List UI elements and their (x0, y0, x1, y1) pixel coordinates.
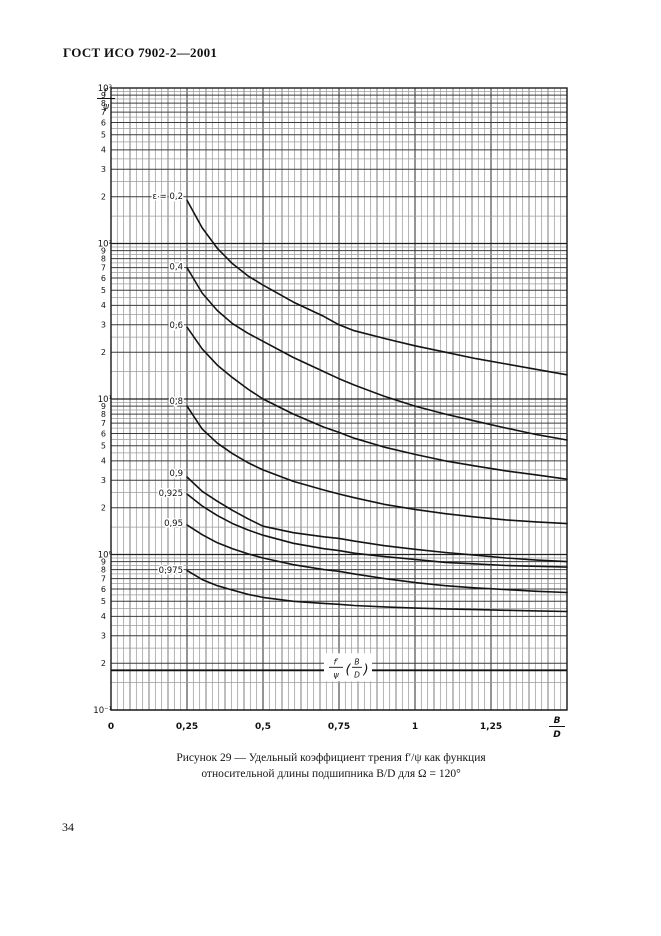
y-minor-label: 4 (101, 612, 106, 621)
reference-line-group: f′ ψ (BD) (111, 653, 567, 682)
x-tick-label: 0,75 (328, 722, 350, 732)
y-minor-label: 8 (101, 565, 106, 574)
curve-label-eps-0.2: ε = 0,2 (152, 192, 183, 202)
y-minor-label: 9 (101, 246, 106, 255)
svg-text:ψ: ψ (333, 670, 339, 679)
y-minor-label: 8 (101, 410, 106, 419)
y-minor-label: 7 (101, 108, 106, 117)
y-minor-label: 8 (101, 99, 106, 108)
svg-text:ψ: ψ (103, 102, 110, 112)
curve-eps-0.975 (186, 569, 568, 613)
y-minor-label: 7 (101, 574, 106, 583)
y-minor-label: 3 (101, 321, 106, 330)
figure-caption-line1: Рисунок 29 — Удельный коэффициент трения… (176, 752, 486, 764)
y-minor-label: 3 (101, 476, 106, 485)
x-tick-label: 1 (412, 722, 418, 732)
svg-text:B: B (554, 716, 561, 726)
y-minor-label: 9 (101, 91, 106, 100)
y-decade-label: 10² (98, 240, 112, 250)
curve-eps-0.95 (186, 524, 568, 594)
curve-label-eps-0.95: 0,95 (164, 519, 183, 529)
curve-eps-0.9 (186, 476, 568, 563)
curve-eps-0.2 (186, 199, 568, 376)
svg-text:f′: f′ (334, 657, 339, 666)
svg-text:f′: f′ (103, 88, 108, 98)
curve-eps-0.8 (186, 405, 568, 525)
curve-eps-0.4 (186, 266, 568, 441)
svg-text:(: ( (345, 662, 351, 677)
x-axis-title: BD (549, 716, 565, 740)
y-minor-label: 2 (101, 659, 106, 668)
y-minor-label: 8 (101, 254, 106, 263)
y-decade-label: 10⁻¹ (93, 706, 112, 716)
curve-label-eps-0.4: 0,4 (169, 263, 183, 273)
y-decade-label: 10³ (98, 84, 112, 94)
y-minor-label: 7 (101, 419, 106, 428)
svg-text:B: B (354, 657, 359, 666)
figure-caption: Рисунок 29 — Удельный коэффициент трения… (100, 750, 562, 782)
plot-border (110, 87, 568, 711)
y-decade-label: 10¹ (98, 395, 112, 405)
x-axis-ticks: 0 0,25 0,5 0,75 1 1,25 (108, 722, 502, 732)
standard-designation: ГОСТ ИСО 7902-2—2001 (63, 45, 218, 60)
page-number: 34 (62, 820, 74, 834)
curve-label-eps-0.925: 0,925 (159, 489, 183, 499)
y-minor-label: 4 (101, 301, 106, 310)
y-minor-label: 7 (101, 263, 106, 272)
svg-text:D: D (354, 670, 360, 679)
curves: ε = 0,2 0,4 0,6 0,8 0,9 0,925 0,95 0,975 (151, 191, 568, 613)
y-minor-label: 6 (101, 585, 106, 594)
curve-eps-0.6 (186, 326, 568, 480)
x-tick-label: 0,25 (176, 722, 198, 732)
curve-label-eps-0.6: 0,6 (169, 321, 183, 331)
y-axis-ticks: 10³10²10¹10⁰10⁻¹987654329876543298765432… (93, 84, 112, 716)
y-minor-label: 3 (101, 165, 106, 174)
y-minor-label: 3 (101, 632, 106, 641)
y-minor-label: 6 (101, 429, 106, 438)
svg-text:): ) (362, 662, 368, 677)
curve-label-eps-0.8: 0,8 (169, 397, 183, 407)
grid (110, 87, 568, 711)
y-minor-label: 5 (101, 597, 106, 606)
x-tick-label: 0,5 (255, 722, 271, 732)
figure-caption-line2: относительной длины подшипника B/D для Ω… (201, 768, 461, 780)
y-minor-label: 4 (101, 457, 106, 466)
y-minor-label: 6 (101, 274, 106, 283)
y-minor-label: 9 (101, 557, 106, 566)
x-tick-label: 0 (108, 722, 114, 732)
curve-eps-0.925 (186, 493, 568, 568)
y-decade-label: 10⁰ (98, 551, 113, 561)
y-axis-title: f′ ψ (97, 88, 115, 112)
y-minor-label: 9 (101, 402, 106, 411)
curve-label-eps-0.975: 0,975 (159, 566, 183, 576)
y-minor-label: 6 (101, 118, 106, 127)
y-minor-label: 2 (101, 348, 106, 357)
y-minor-label: 5 (101, 286, 106, 295)
y-minor-label: 2 (101, 503, 106, 512)
y-minor-label: 5 (101, 131, 106, 140)
x-tick-label: 1,25 (480, 722, 502, 732)
y-minor-label: 2 (101, 192, 106, 201)
y-minor-label: 4 (101, 146, 106, 155)
curve-label-eps-0.9: 0,9 (169, 469, 183, 479)
y-minor-label: 5 (101, 442, 106, 451)
svg-text:D: D (553, 730, 561, 740)
